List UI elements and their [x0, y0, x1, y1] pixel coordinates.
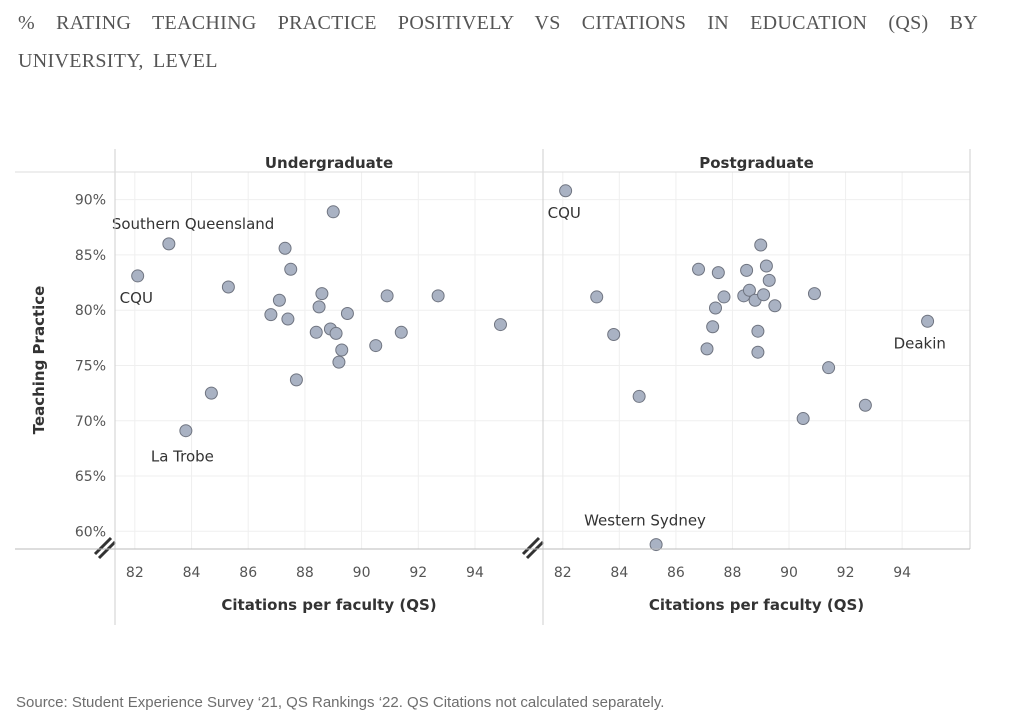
y-tick-label: 60% — [75, 524, 106, 540]
chart-title: % RATING TEACHING PRACTICE POSITIVELY VS… — [18, 12, 978, 72]
data-point — [751, 345, 765, 359]
data-point — [272, 293, 286, 307]
data-point — [708, 301, 722, 315]
x-tick-label: 92 — [409, 565, 427, 581]
data-point — [179, 424, 193, 438]
scatter-chart: Undergraduate 82 84 86 88 90 92 94 Citations per… — [15, 149, 971, 625]
x-axis-title: Citations per faculty (QS) — [649, 596, 864, 614]
y-tick-label: 70% — [75, 414, 106, 430]
axis-break-mark — [97, 540, 117, 560]
point-annotation: Deakin — [894, 334, 946, 352]
data-point — [768, 299, 782, 313]
axis-break-mark — [93, 536, 113, 556]
data-point — [162, 237, 176, 251]
x-tick-label: 86 — [239, 565, 257, 581]
data-point — [309, 325, 323, 339]
data-point — [204, 386, 218, 400]
data-point — [281, 312, 295, 326]
data-point — [264, 308, 278, 322]
data-point — [762, 273, 776, 287]
source-note: Source: Student Experience Survey ‘21, Q… — [16, 694, 665, 711]
data-point — [706, 320, 720, 334]
x-tick-label: 94 — [466, 565, 484, 581]
point-annotation: CQU — [548, 204, 581, 222]
data-point — [493, 318, 507, 332]
data-point — [340, 307, 354, 321]
data-point — [754, 238, 768, 252]
x-axis-title: Citations per faculty (QS) — [221, 596, 436, 614]
data-point — [590, 290, 604, 304]
data-point — [649, 538, 663, 552]
point-annotation: Western Sydney — [584, 512, 706, 530]
data-point — [284, 262, 298, 276]
data-point — [335, 343, 349, 357]
data-point — [312, 300, 326, 314]
data-point — [221, 280, 235, 294]
x-tick-label: 90 — [353, 565, 371, 581]
x-tick-label: 84 — [610, 565, 628, 581]
data-point — [607, 328, 621, 342]
axis-break-mark — [525, 540, 545, 560]
panel-header: Undergraduate — [265, 154, 393, 172]
point-annotation: CQU — [120, 289, 153, 307]
y-tick-label: 85% — [75, 248, 106, 264]
axis-break-mark — [521, 536, 541, 556]
x-tick-label: 94 — [893, 565, 911, 581]
x-tick-label: 92 — [837, 565, 855, 581]
x-tick-label: 90 — [780, 565, 798, 581]
data-point — [131, 269, 145, 283]
data-point — [751, 324, 765, 338]
y-tick-label: 75% — [75, 358, 106, 374]
point-annotation: Southern Queensland — [112, 215, 274, 233]
x-tick-label: 86 — [667, 565, 685, 581]
x-tick-label: 88 — [724, 565, 742, 581]
data-point — [332, 355, 346, 369]
data-point — [700, 342, 714, 356]
data-point — [740, 263, 754, 277]
y-axis-title: Teaching Practice — [30, 286, 48, 435]
data-point — [692, 262, 706, 276]
data-point — [380, 289, 394, 303]
data-point — [329, 326, 343, 340]
x-tick-label: 88 — [296, 565, 314, 581]
data-point — [807, 287, 821, 301]
data-point — [315, 287, 329, 301]
x-tick-label: 84 — [183, 565, 201, 581]
data-point — [369, 339, 383, 353]
data-point — [632, 389, 646, 403]
panel-header: Postgraduate — [699, 154, 814, 172]
data-point — [822, 361, 836, 375]
x-tick-label: 82 — [554, 565, 572, 581]
x-tick-label: 82 — [126, 565, 144, 581]
data-point — [326, 205, 340, 219]
data-point — [289, 373, 303, 387]
data-point — [278, 241, 292, 255]
y-tick-label: 80% — [75, 303, 106, 319]
data-point — [796, 412, 810, 426]
data-point — [742, 283, 756, 297]
data-point — [921, 314, 935, 328]
data-point — [757, 288, 771, 302]
data-point — [717, 290, 731, 304]
data-point — [858, 398, 872, 412]
data-point — [559, 184, 573, 198]
data-point — [711, 266, 725, 280]
y-tick-label: 65% — [75, 469, 106, 485]
data-point — [431, 289, 445, 303]
data-point — [759, 259, 773, 273]
data-point — [394, 325, 408, 339]
y-tick-label: 90% — [75, 193, 106, 209]
point-annotation: La Trobe — [151, 448, 214, 466]
